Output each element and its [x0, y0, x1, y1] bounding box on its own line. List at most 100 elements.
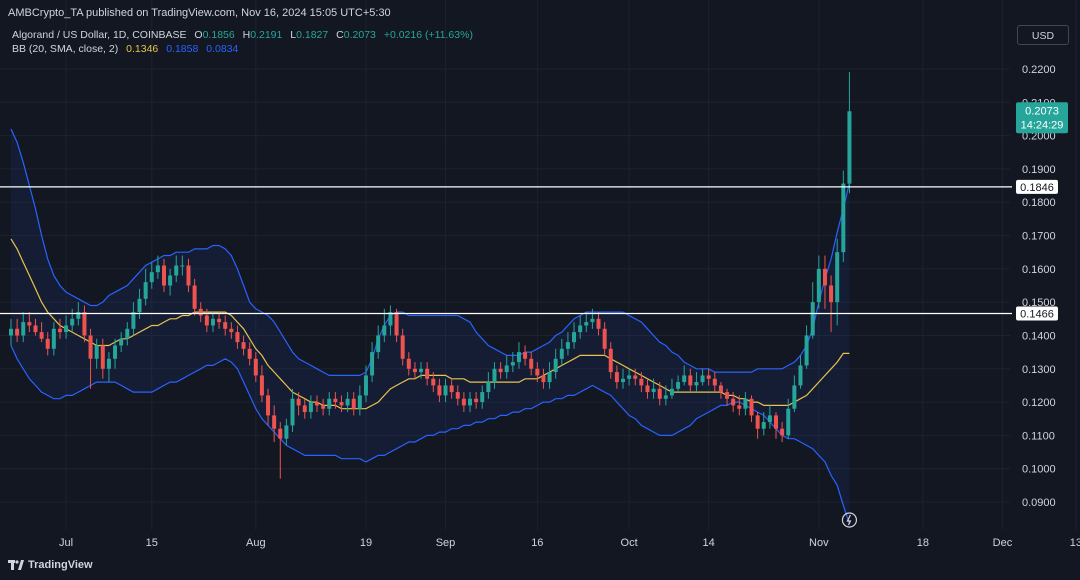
candle — [841, 170, 846, 263]
candle-body — [9, 328, 13, 336]
candle — [45, 332, 50, 356]
candle-body — [621, 378, 625, 383]
candle-body — [284, 425, 289, 439]
candle — [15, 318, 20, 343]
candle — [700, 368, 705, 386]
candle-body — [608, 348, 613, 373]
candle-body — [841, 183, 846, 253]
x-tick-label: Dec — [993, 537, 1013, 549]
candle — [119, 332, 124, 353]
candle-body — [253, 358, 258, 376]
candle — [706, 368, 711, 386]
candle — [155, 255, 160, 279]
horizontal-lines[interactable] — [0, 186, 1012, 315]
close-label: C — [336, 29, 344, 41]
candle — [596, 312, 601, 336]
candle — [33, 318, 38, 336]
candle — [847, 71, 852, 194]
candle — [602, 322, 607, 356]
candle-body — [761, 422, 766, 429]
candle-body — [443, 385, 448, 396]
candle-body — [572, 332, 577, 343]
candle — [272, 405, 277, 443]
bb-lower-line — [10, 345, 850, 525]
bb-basis-line — [10, 238, 850, 410]
time-axis[interactable]: Jul 15 Aug 19 Sep 16 Oct 14 Nov 18 Dec 13 — [59, 537, 1080, 549]
candle — [829, 275, 834, 333]
candle-body — [235, 332, 240, 343]
bb-upper-value: 0.1858 — [166, 43, 199, 55]
candle — [192, 278, 197, 316]
low-value: 0.1827 — [296, 29, 329, 41]
candle — [388, 305, 393, 336]
hline-price-tag — [1016, 306, 1058, 321]
candle-body — [584, 322, 589, 326]
candle-body — [780, 428, 785, 436]
last-price-text: 0.2073 — [1025, 105, 1059, 117]
x-tick-label: 15 — [146, 537, 158, 549]
candle — [88, 328, 93, 389]
candle-body — [412, 368, 417, 373]
symbol-legend: Algorand / US Dollar, 1D, COINBASE O0.18… — [12, 29, 478, 41]
candle — [486, 372, 491, 399]
candle — [474, 392, 479, 409]
candle — [290, 388, 295, 433]
candle — [425, 362, 430, 386]
candle — [731, 392, 736, 413]
candle-body — [241, 342, 246, 349]
candle-body — [810, 302, 815, 336]
price-tags: 0.1846 0.1466 0.2073 14:24:29 — [841, 102, 1068, 528]
candle-body — [21, 322, 26, 336]
candle — [431, 372, 436, 393]
candle-body — [229, 328, 234, 333]
candle — [749, 395, 754, 423]
candle-body — [321, 405, 326, 409]
candle — [259, 365, 264, 403]
candle-body — [449, 385, 454, 393]
candle-body — [259, 375, 264, 396]
y-tick-label: 0.1900 — [1022, 164, 1056, 176]
candle — [590, 308, 595, 329]
candle — [541, 368, 546, 389]
candle-body — [76, 312, 81, 319]
candle-body — [461, 398, 466, 406]
candle — [516, 342, 521, 369]
candle-body — [168, 275, 173, 286]
candle-body — [217, 318, 222, 323]
candle-body — [345, 398, 350, 406]
candle — [767, 405, 772, 429]
candle-body — [455, 392, 460, 399]
x-tick-label: Nov — [809, 537, 829, 549]
candle — [468, 392, 472, 413]
tradingview-logo[interactable]: TradingView — [8, 559, 93, 571]
candle — [822, 255, 827, 309]
y-tick-label: 0.2200 — [1022, 64, 1056, 76]
candle-body — [370, 352, 375, 376]
currency-button[interactable]: USD — [1017, 25, 1069, 45]
candle-body — [315, 402, 319, 406]
candle-body — [290, 398, 295, 426]
candle — [614, 365, 619, 389]
candle — [70, 308, 75, 333]
candle-body — [155, 265, 160, 273]
candle — [412, 362, 417, 379]
candle — [523, 345, 528, 366]
candle-body — [162, 265, 166, 286]
candle-body — [57, 328, 62, 333]
event-lightning-icon — [841, 512, 858, 528]
candle-body — [357, 395, 362, 409]
candle-body — [498, 368, 503, 373]
candle — [278, 422, 283, 479]
candle-body — [510, 362, 515, 366]
candle-body — [835, 252, 840, 303]
candle — [547, 362, 552, 389]
symbol-name: Algorand / US Dollar, 1D, COINBASE — [12, 29, 187, 41]
candle — [186, 258, 191, 293]
candle — [755, 412, 760, 439]
candle-body — [700, 375, 705, 383]
last-price-tag — [1016, 102, 1068, 134]
candle — [688, 368, 693, 393]
candle — [9, 318, 13, 346]
candle-body — [33, 325, 38, 333]
